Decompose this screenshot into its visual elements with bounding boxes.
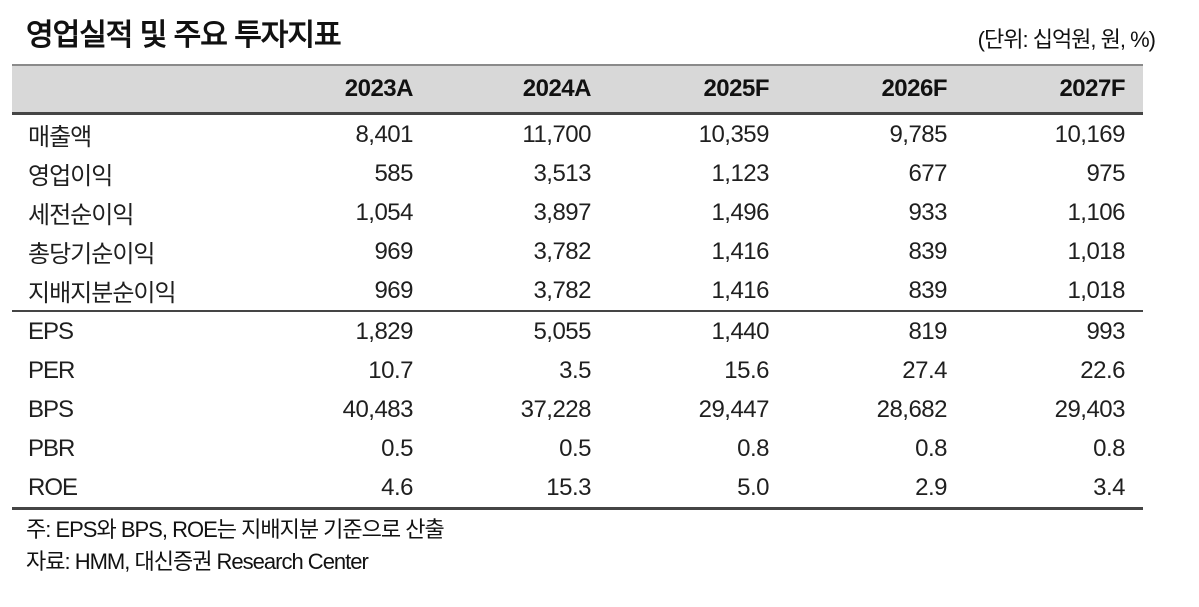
cell-value: 0.8: [915, 434, 947, 462]
cell-value: 1,496: [711, 198, 769, 226]
financial-metrics-table: 2023A 2024A 2025F 2026F 2027F 매출액 8,401 11,700…: [12, 64, 1143, 510]
cell-value: 819: [908, 317, 947, 345]
cell-value: 27.4: [902, 356, 947, 384]
table-row: PBR 0.5 0.5 0.8 0.8 0.8: [12, 429, 1143, 468]
footnote-basis: 주: EPS와 BPS, ROE는 지배지분 기준으로 산출: [26, 517, 445, 542]
footnote-source: 자료: HMM, 대신증권 Research Center: [26, 549, 369, 574]
cell-value: 3.5: [559, 356, 591, 384]
table-row: 세전순이익 1,054 3,897 1,496 933 1,106: [12, 193, 1143, 232]
cell-value: 0.5: [381, 434, 413, 462]
cell-value: 1,123: [711, 159, 769, 187]
row-label: 매출액: [28, 124, 92, 151]
header-cell-metric: [12, 64, 253, 115]
cell-value: 1,106: [1067, 198, 1125, 226]
header-cell-year: 2023A: [253, 64, 431, 115]
table-row: 지배지분순이익 969 3,782 1,416 839 1,018: [12, 271, 1143, 312]
cell-value: 10,169: [1054, 120, 1126, 148]
cell-value: 585: [374, 159, 413, 187]
cell-value: 22.6: [1080, 356, 1125, 384]
header-cell-year: 2025F: [609, 64, 787, 115]
cell-value: 1,829: [355, 317, 413, 345]
table-header-row: 2023A 2024A 2025F 2026F 2027F: [12, 64, 1143, 115]
cell-value: 29,403: [1054, 395, 1126, 423]
cell-value: 40,483: [342, 395, 414, 423]
table-row: 매출액 8,401 11,700 10,359 9,785 10,169: [12, 114, 1143, 155]
cell-value: 5,055: [533, 317, 591, 345]
footnotes: 주: EPS와 BPS, ROE는 지배지분 기준으로 산출 자료: HMM, …: [26, 514, 445, 578]
header-cell-year: 2026F: [787, 64, 965, 115]
cell-value: 1,440: [711, 317, 769, 345]
unit-label: (단위: 십억원, 원, %): [977, 27, 1156, 52]
row-label: ROE: [12, 468, 253, 510]
table-body: 매출액 8,401 11,700 10,359 9,785 10,169 영업이익 585 3,…: [12, 114, 1143, 510]
cell-value: 28,682: [876, 395, 948, 423]
cell-value: 1,018: [965, 271, 1143, 312]
cell-value: 37,228: [520, 395, 592, 423]
cell-value: 15.6: [724, 356, 769, 384]
row-label: 영업이익: [28, 163, 113, 190]
page-title: 영업실적 및 주요 투자지표: [26, 19, 342, 52]
cell-value: 3,782: [533, 237, 591, 265]
cell-value: 5.0: [609, 468, 787, 510]
cell-value: 975: [1086, 159, 1125, 187]
row-label: 총당기순이익: [28, 241, 155, 268]
cell-value: 10,359: [698, 120, 770, 148]
cell-value: 969: [253, 271, 431, 312]
cell-value: 677: [908, 159, 947, 187]
table-row: 총당기순이익 969 3,782 1,416 839 1,018: [12, 232, 1143, 271]
cell-value: 933: [908, 198, 947, 226]
table-row: ROE 4.6 15.3 5.0 2.9 3.4: [12, 468, 1143, 510]
cell-value: 0.8: [737, 434, 769, 462]
cell-value: 11,700: [522, 120, 591, 148]
row-label: 세전순이익: [28, 202, 134, 229]
cell-value: 3,513: [533, 159, 591, 187]
row-label: EPS: [28, 317, 74, 345]
cell-value: 3,897: [533, 198, 591, 226]
cell-value: 839: [787, 271, 965, 312]
cell-value: 2.9: [787, 468, 965, 510]
cell-value: 3,782: [431, 271, 609, 312]
header-cell-year: 2027F: [965, 64, 1143, 115]
cell-value: 1,054: [355, 198, 413, 226]
row-label: PBR: [28, 434, 75, 462]
cell-value: 1,416: [711, 237, 769, 265]
cell-value: 969: [374, 237, 413, 265]
cell-value: 993: [1086, 317, 1125, 345]
cell-value: 839: [908, 237, 947, 265]
cell-value: 15.3: [431, 468, 609, 510]
cell-value: 4.6: [253, 468, 431, 510]
row-label: 지배지분순이익: [12, 271, 253, 312]
table-row: PER 10.7 3.5 15.6 27.4 22.6: [12, 351, 1143, 390]
cell-value: 29,447: [698, 395, 770, 423]
table-row: EPS 1,829 5,055 1,440 819 993: [12, 311, 1143, 351]
cell-value: 0.8: [1093, 434, 1125, 462]
cell-value: 1,416: [609, 271, 787, 312]
cell-value: 9,785: [889, 120, 947, 148]
table-row: 영업이익 585 3,513 1,123 677 975: [12, 154, 1143, 193]
cell-value: 1,018: [1067, 237, 1125, 265]
header-cell-year: 2024A: [431, 64, 609, 115]
table-row: BPS 40,483 37,228 29,447 28,682 29,403: [12, 390, 1143, 429]
cell-value: 0.5: [559, 434, 591, 462]
row-label: PER: [28, 356, 75, 384]
cell-value: 8,401: [355, 120, 413, 148]
row-label: BPS: [28, 395, 74, 423]
cell-value: 10.7: [368, 356, 413, 384]
cell-value: 3.4: [965, 468, 1143, 510]
